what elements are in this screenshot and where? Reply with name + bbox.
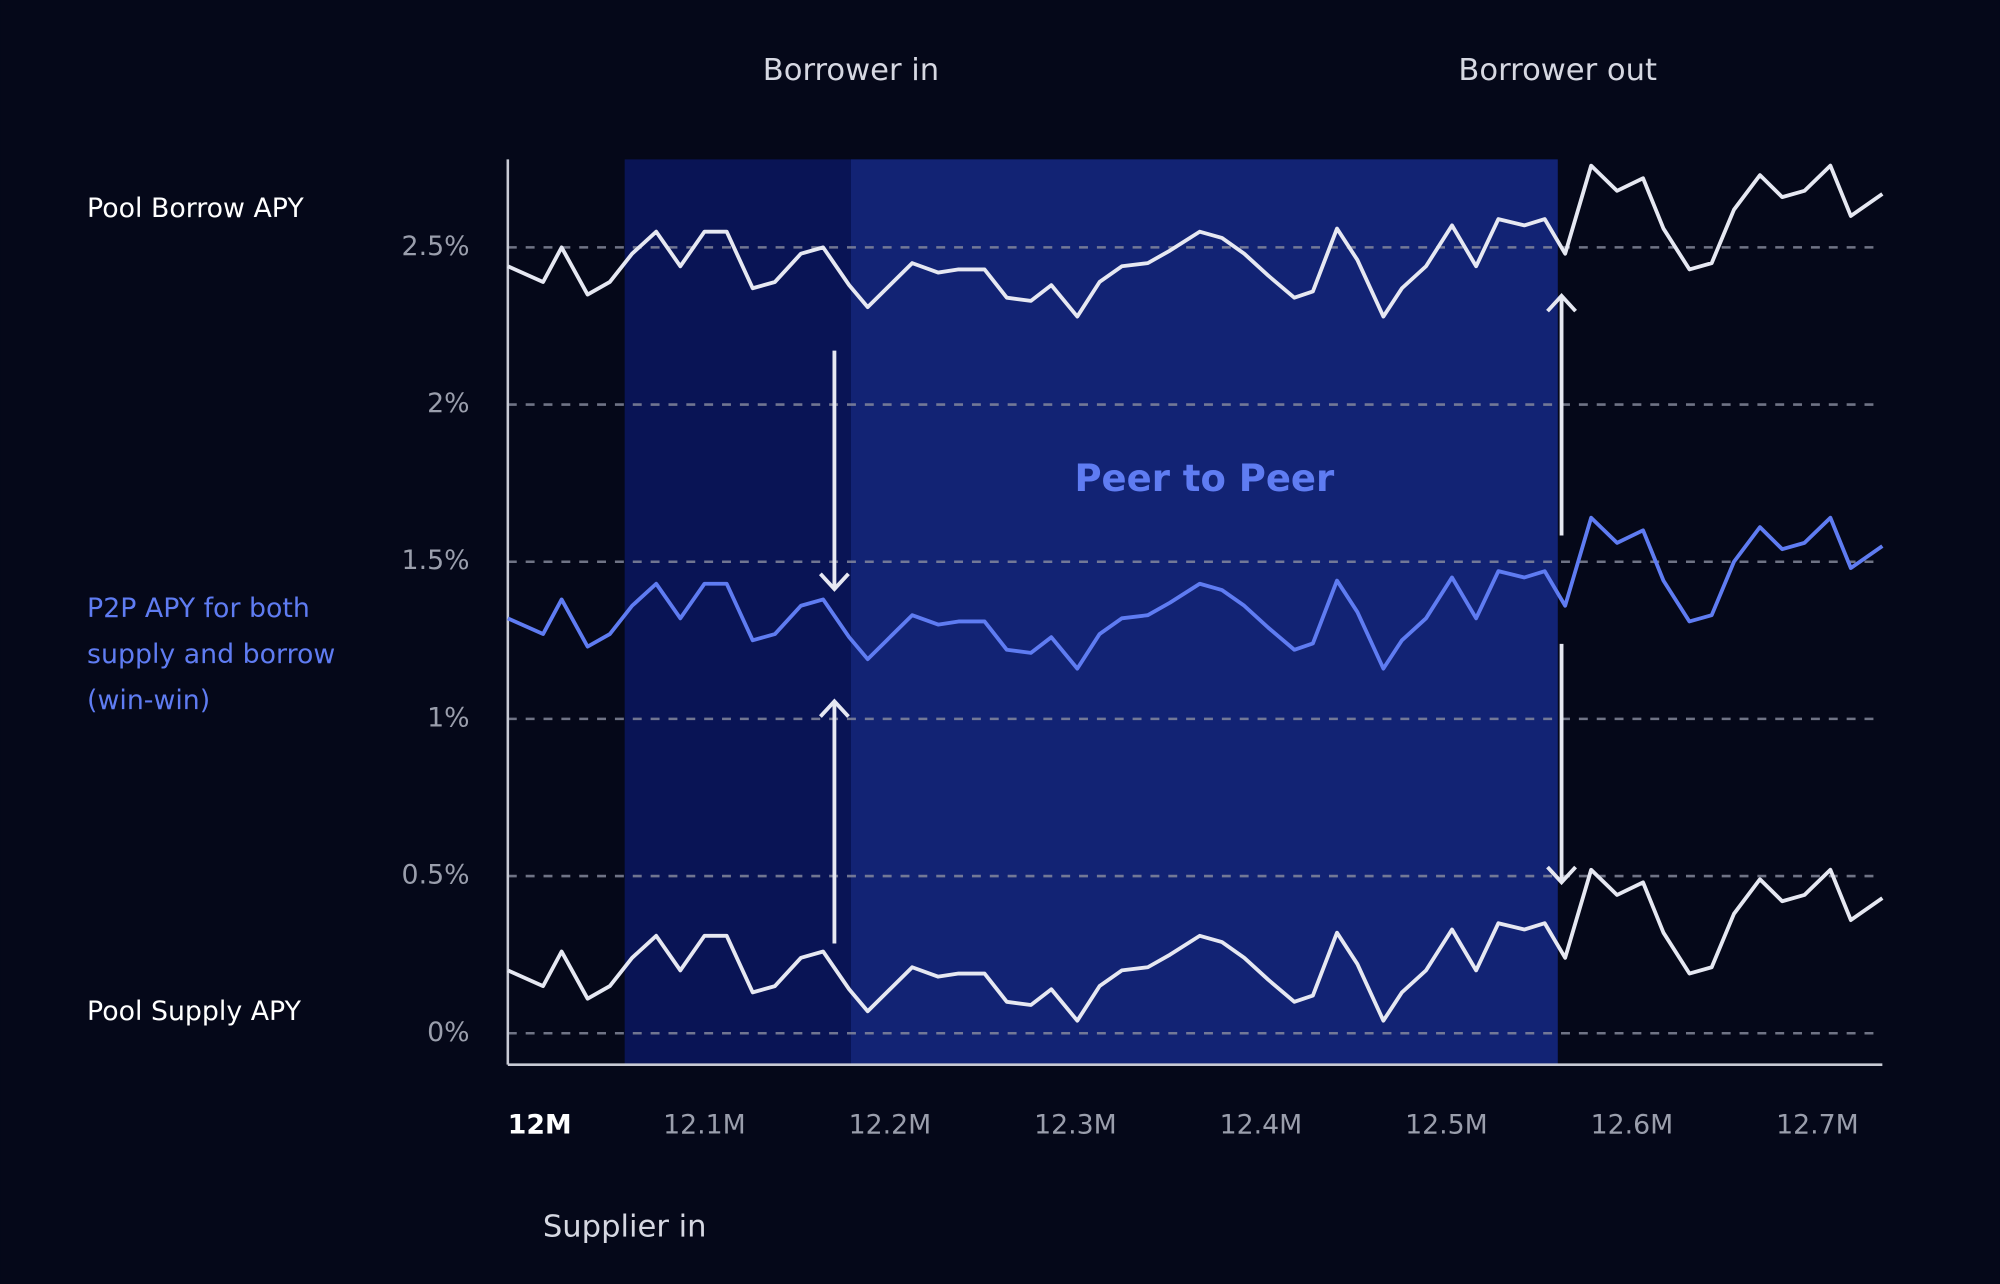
y-tick-label: 1.5% bbox=[402, 545, 470, 576]
y-tick-label: 2.5% bbox=[402, 231, 470, 262]
series-label-box: Pool Supply APY bbox=[87, 995, 301, 1027]
x-tick-label: 12.3M bbox=[1034, 1109, 1117, 1140]
event-label: Borrower out bbox=[1458, 53, 1657, 88]
y-tick-label: 0.5% bbox=[402, 860, 470, 891]
x-tick-label: 12.1M bbox=[663, 1109, 746, 1140]
x-tick-label: 12.6M bbox=[1591, 1109, 1674, 1140]
x-tick-label: 12.5M bbox=[1405, 1109, 1488, 1140]
series-label-box: Pool Borrow APY bbox=[87, 192, 304, 223]
series-label: Pool Borrow APY bbox=[87, 192, 304, 223]
y-tick-label: 2% bbox=[427, 388, 469, 419]
event-label: Borrower in bbox=[763, 53, 939, 88]
series-label: Pool Supply APY bbox=[87, 995, 301, 1027]
x-tick-label: 12M bbox=[508, 1109, 572, 1140]
event-label: Supplier in bbox=[543, 1209, 707, 1244]
series-label-box: P2P APY for both supply and borrow (win-… bbox=[87, 592, 336, 716]
peer-region bbox=[850, 159, 1558, 1065]
series-line bbox=[507, 515, 1884, 671]
x-tick-label: 12.2M bbox=[849, 1109, 932, 1140]
series-line bbox=[507, 163, 1884, 319]
x-tick-label: 12.4M bbox=[1220, 1109, 1303, 1140]
arrow-head bbox=[1546, 865, 1577, 886]
arrow-head bbox=[1546, 292, 1577, 313]
arrow-head bbox=[818, 698, 850, 718]
region-label: Peer to Peer bbox=[1074, 457, 1335, 500]
series-line bbox=[507, 867, 1884, 1023]
x-tick-label: 12.7M bbox=[1776, 1109, 1859, 1140]
y-tick-label: 0% bbox=[427, 1017, 469, 1048]
series-label: P2P APY for both supply and borrow (win-… bbox=[87, 592, 336, 716]
arrow-head bbox=[818, 572, 850, 592]
y-tick-label: 1% bbox=[427, 702, 469, 733]
